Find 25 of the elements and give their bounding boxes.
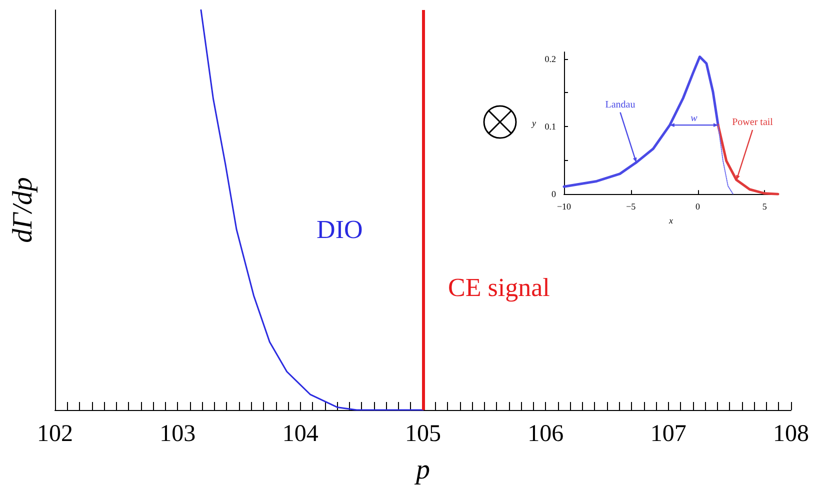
x-tick-label: 102 [37,421,73,447]
x-tick-label: 0 [696,202,700,212]
x-tick-label: 105 [405,421,441,447]
ref-line-label: CE signal [448,272,550,302]
x-tick-label: 108 [773,421,809,447]
x-tick-label: −10 [556,202,572,212]
x-axis-title: p [414,454,430,486]
y-tick-label: 0 [552,189,556,200]
y-axis-title: dΓ/dp [8,177,38,243]
line-series [718,124,734,195]
text: DIO [316,215,363,244]
x-axis-title: x [668,216,673,226]
annotation: Power tail [732,116,774,128]
x-tick-label: 107 [650,421,686,447]
x-tick-label: 103 [160,421,196,447]
annotation: w [690,113,698,124]
x-tick-label: 104 [282,421,318,447]
y-tick-label: 0.1 [544,121,556,132]
x-tick-label: −5 [626,202,636,212]
x-tick-label: 5 [762,202,768,212]
y-tick-label: 0.2 [544,54,556,64]
x-tick-label: 106 [528,421,564,447]
annotation: Landau [605,99,636,110]
y-axis-title: y [531,118,536,128]
line-series [716,124,780,196]
